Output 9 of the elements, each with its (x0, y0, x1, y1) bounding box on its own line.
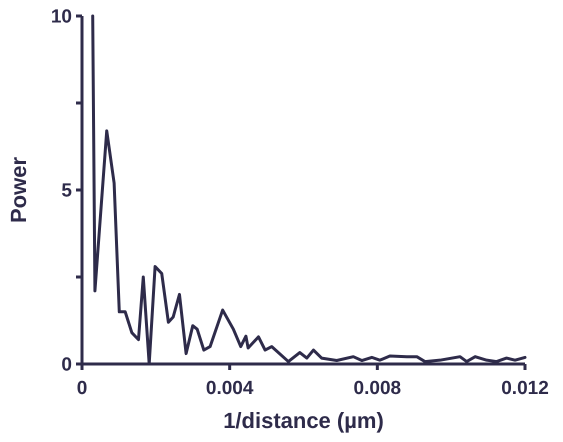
x-tick-label: 0.004 (206, 378, 254, 399)
y-axis-title: Power (6, 156, 31, 224)
y-tick-label: 0 (61, 354, 72, 376)
x-tick-label: 0.008 (354, 378, 402, 399)
y-tick-label: 10 (50, 6, 72, 28)
y-tick-label: 5 (61, 180, 72, 202)
x-axis-title: 1/distance (µm) (223, 408, 384, 433)
x-tick-label: 0.012 (501, 378, 549, 399)
x-tick-label: 0 (76, 378, 88, 399)
